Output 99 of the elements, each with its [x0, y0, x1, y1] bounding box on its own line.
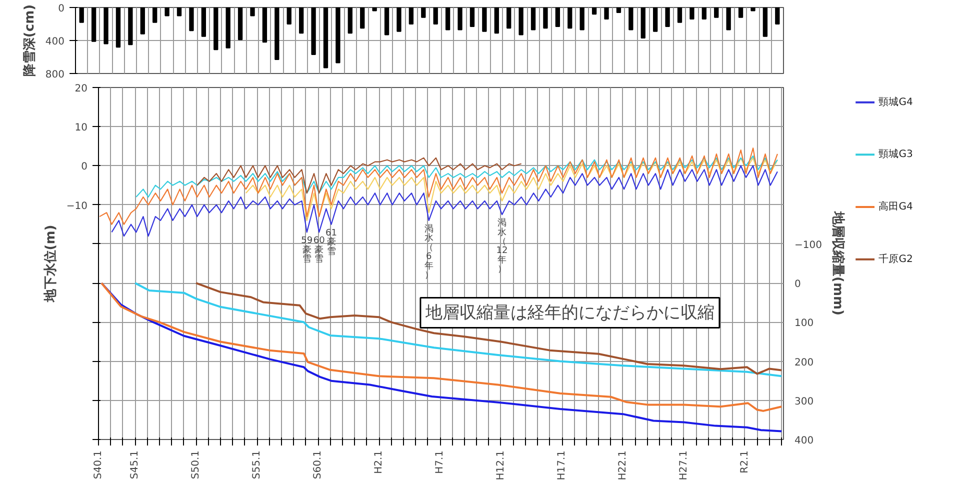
- y2-tick-label: 100: [794, 318, 814, 330]
- bar: [530, 8, 536, 30]
- legend-label: 千原G2: [878, 252, 913, 265]
- y-tick-label: 20: [74, 84, 88, 94]
- bar: [189, 8, 194, 32]
- bar: [543, 8, 548, 29]
- x-tick-label: H27.1: [678, 450, 690, 480]
- bar: [336, 8, 340, 64]
- x-tick-label: H12.1: [495, 450, 506, 480]
- annotation: 渇水（12年）: [496, 218, 508, 275]
- bar: [274, 8, 280, 60]
- bar: [323, 8, 328, 68]
- y-tick-label: 10: [74, 122, 88, 134]
- y2-tick-label: 300: [794, 396, 814, 408]
- bar: [555, 8, 560, 27]
- bar: [482, 8, 487, 32]
- y-axis-title: 降雪深(cm): [22, 4, 38, 77]
- x-tick-label: S50.1: [190, 450, 202, 480]
- y2-tick-label: 0: [794, 279, 801, 290]
- bar: [238, 8, 243, 40]
- bar: [592, 8, 597, 15]
- bar: [116, 8, 121, 48]
- bar: [91, 8, 96, 42]
- line-series: [136, 155, 778, 198]
- bar: [408, 8, 414, 24]
- legend-label: 頸城G4: [878, 96, 913, 108]
- bar: [396, 8, 402, 32]
- y-tick-label: 400: [45, 36, 65, 48]
- bar: [128, 8, 133, 46]
- y-tick-label: −10: [66, 200, 88, 212]
- bar: [360, 8, 365, 29]
- y-tick-label: 800: [45, 70, 65, 80]
- bar: [506, 8, 512, 29]
- x-tick-label: H2.1: [374, 450, 385, 474]
- bar: [616, 8, 622, 13]
- y-tick-label: 0: [81, 162, 88, 173]
- bar: [750, 8, 756, 12]
- bar: [79, 8, 84, 23]
- x-tick-label: S45.1: [130, 450, 141, 480]
- y2-tick-label: 400: [794, 436, 814, 446]
- annotation: 地層収縮量は経年的になだらかに収縮: [424, 302, 714, 323]
- bar: [628, 8, 634, 30]
- bar: [421, 8, 426, 18]
- bar: [568, 8, 572, 29]
- bar: [311, 8, 316, 56]
- bar: [348, 8, 352, 34]
- bar: [604, 8, 609, 20]
- bar: [677, 8, 682, 23]
- bar: [298, 8, 304, 34]
- bar: [250, 8, 255, 16]
- bar: [738, 8, 744, 18]
- bar: [762, 8, 768, 37]
- bar: [104, 8, 108, 44]
- bar: [201, 8, 206, 37]
- bar: [262, 8, 268, 43]
- bar: [652, 8, 658, 32]
- bar: [518, 8, 524, 36]
- bar: [580, 8, 584, 30]
- annotation: 59豪雪: [301, 236, 313, 265]
- x-tick-label: S40.1: [93, 450, 104, 480]
- bar: [384, 8, 390, 36]
- bar: [226, 8, 230, 48]
- bar: [214, 8, 218, 50]
- y2-tick-label: 200: [794, 357, 814, 368]
- bar: [445, 8, 450, 30]
- x-tick-label: H17.1: [556, 450, 568, 480]
- line-series: [98, 148, 778, 225]
- bar: [702, 8, 706, 20]
- y2-tick-label: −100: [794, 240, 822, 251]
- bar: [458, 8, 462, 30]
- bar: [470, 8, 475, 27]
- bar: [494, 8, 499, 34]
- bar: [176, 8, 182, 16]
- line-series: [196, 157, 522, 194]
- annotation: 61豪雪: [326, 228, 338, 257]
- y2-axis-title: 地層収縮量(mm): [830, 210, 846, 316]
- bar: [775, 8, 780, 24]
- annotation: 60豪雪: [313, 236, 326, 265]
- legend-label: 頸城G3: [878, 148, 913, 160]
- bar: [714, 8, 719, 18]
- bar: [286, 8, 292, 24]
- x-tick-label: S55.1: [252, 450, 263, 480]
- bar: [665, 8, 670, 27]
- bar: [726, 8, 731, 30]
- y-axis-title: 地下水位(m): [43, 224, 58, 304]
- legend-label: 高田G4: [878, 200, 913, 212]
- x-tick-label: H22.1: [617, 450, 628, 480]
- bar: [690, 8, 694, 20]
- bar: [140, 8, 145, 34]
- bar: [164, 8, 170, 16]
- bar: [372, 8, 377, 12]
- bar: [433, 8, 438, 24]
- y-tick-label: 0: [58, 4, 65, 14]
- x-tick-label: S60.1: [312, 450, 324, 480]
- x-tick-label: R2.1: [739, 450, 750, 474]
- x-tick-label: H7.1: [434, 450, 446, 474]
- bar: [640, 8, 646, 39]
- bar: [152, 8, 158, 23]
- annotation: 渇水（6年）: [424, 223, 434, 280]
